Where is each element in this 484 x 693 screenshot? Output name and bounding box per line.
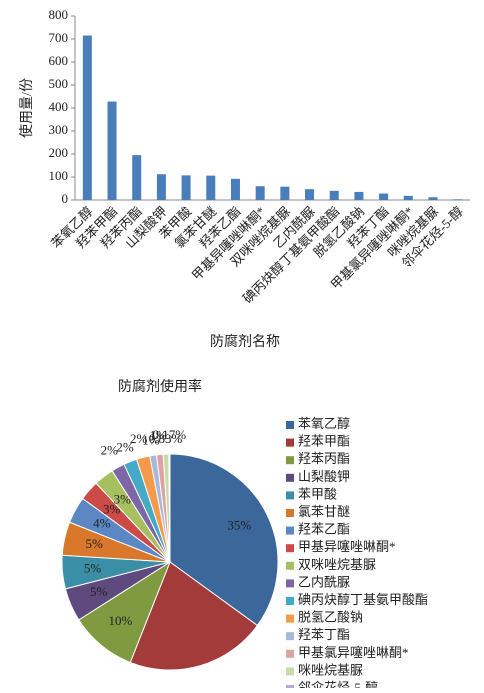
bar [132, 155, 142, 200]
pie-label: 0.83% [149, 431, 183, 446]
pie-label: 2% [116, 440, 134, 455]
pie-label: 1% [149, 428, 167, 443]
legend-swatch [286, 649, 294, 658]
y-tick-label: 800 [49, 7, 69, 22]
y-tick-label: 500 [49, 76, 69, 91]
legend-swatch [286, 421, 294, 429]
bar [156, 174, 166, 200]
legend-swatch [286, 544, 294, 553]
pie-slice [129, 561, 259, 671]
x-axis-title: 防腐剂名称 [210, 333, 280, 350]
pie-label: 10% [109, 613, 133, 628]
legend-label: 甲基异噻唑啉酮* [298, 539, 396, 554]
legend-swatch [286, 509, 294, 517]
y-tick-label: 600 [49, 53, 69, 68]
bar [280, 186, 290, 200]
bar [255, 186, 265, 200]
legend-swatch [286, 526, 294, 535]
pie-label: 4% [93, 516, 111, 531]
bar [181, 175, 191, 200]
pie-label: 1% [142, 432, 160, 447]
legend-swatch [286, 667, 294, 676]
legend-swatch [286, 614, 294, 623]
legend-label: 乙内酰脲 [298, 574, 350, 589]
legend-label: 羟苯丙酯 [298, 451, 350, 466]
bar [453, 199, 463, 200]
bar [379, 193, 389, 200]
y-axis-title: 使用量/份 [18, 78, 35, 138]
legend-label: 碘丙炔醇丁基氨甲酸酯 [298, 592, 428, 607]
bar [82, 35, 92, 200]
legend-swatch [286, 491, 294, 500]
bar [354, 191, 364, 200]
legend-swatch [286, 438, 294, 447]
pie-label: 5% [90, 584, 108, 599]
pie-label: 3% [114, 492, 132, 507]
bar [230, 178, 240, 200]
legend-swatch [286, 473, 294, 482]
y-tick-label: 700 [49, 30, 69, 45]
pie-label: 5% [85, 536, 103, 551]
bar [107, 101, 117, 200]
pie-slice [169, 453, 279, 627]
y-tick-label: 100 [49, 168, 69, 183]
legend-label: 羟苯甲酯 [298, 434, 350, 449]
y-tick-label: 0 [62, 191, 69, 206]
pie-slice [168, 453, 171, 563]
bar [206, 175, 216, 200]
pie-label: 5% [84, 560, 102, 575]
legend-label: 苯氧乙醇 [298, 416, 350, 431]
pie-label: 2% [101, 443, 119, 458]
legend-label: 双咪唑烷基脲 [298, 557, 376, 572]
legend-label: 羟苯乙酯 [298, 522, 350, 537]
legend-label: 苯甲酸 [298, 486, 337, 501]
legend-label: 脱氢乙酸钠 [298, 610, 363, 625]
legend-swatch [286, 456, 294, 465]
legend-label: 氯苯甘醚 [298, 504, 350, 519]
legend-swatch [286, 561, 294, 570]
bar [329, 190, 339, 200]
y-tick-label: 200 [49, 145, 69, 160]
legend-swatch [286, 579, 294, 588]
legend-label: 咪唑烷基脲 [298, 662, 363, 677]
bar [428, 197, 438, 200]
y-tick-label: 300 [49, 122, 69, 137]
legend-label: 羟苯丁酯 [298, 627, 350, 642]
y-tick-label: 400 [49, 99, 69, 114]
bar [403, 195, 413, 200]
pie-title: 防腐剂使用率 [118, 378, 202, 395]
bar [305, 189, 315, 200]
legend-swatch [286, 597, 294, 605]
pie-label: 0.17% [153, 427, 187, 442]
legend-label: 甲基氯异噻唑啉酮* [298, 645, 409, 660]
legend-label: 山梨酸钾 [298, 469, 350, 484]
pie-label: 2% [130, 431, 148, 446]
legend-swatch [286, 632, 294, 641]
pie-label: 35% [227, 518, 251, 533]
legend-label: 邻伞花烃-5-醇 [298, 680, 378, 688]
